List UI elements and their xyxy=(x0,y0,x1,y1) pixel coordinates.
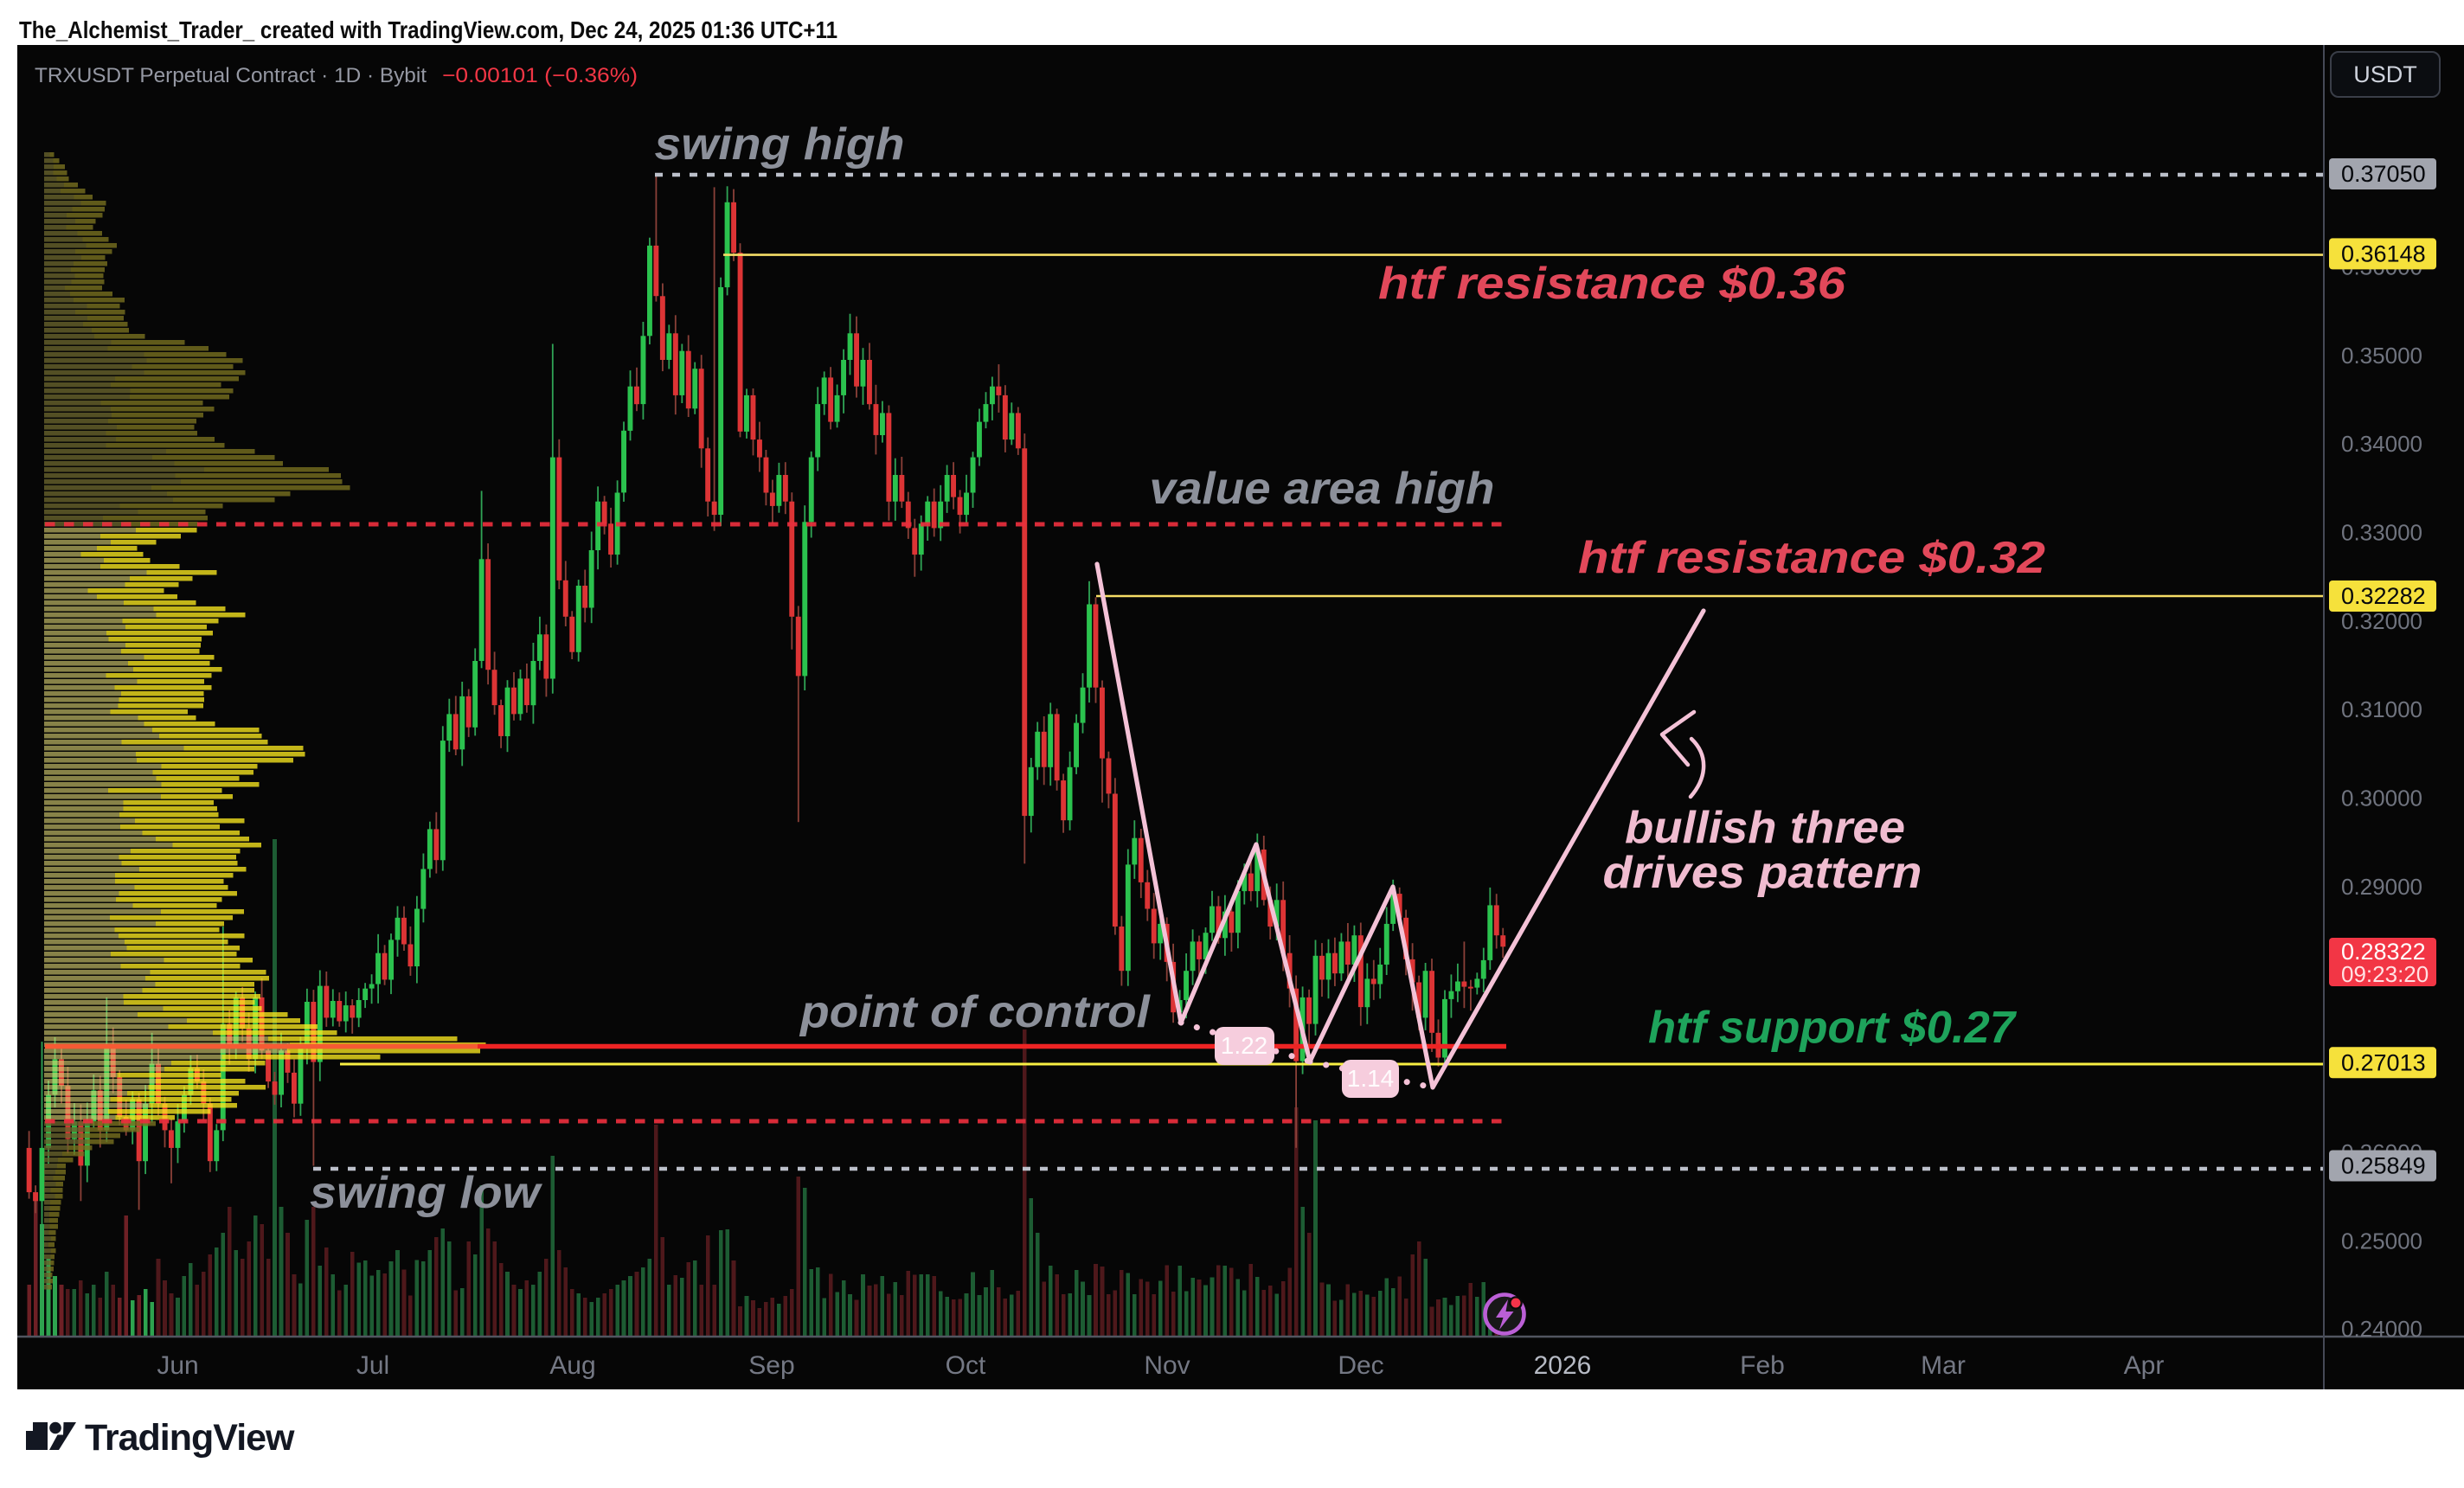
svg-text:point of control: point of control xyxy=(799,987,1152,1037)
svg-text:Nov: Nov xyxy=(1144,1351,1190,1380)
svg-text:0.30000: 0.30000 xyxy=(2341,786,2422,811)
svg-text:Oct: Oct xyxy=(946,1351,986,1380)
svg-text:0.28322: 0.28322 xyxy=(2341,939,2426,965)
svg-text:Dec: Dec xyxy=(1338,1351,1383,1380)
svg-text:0.32282: 0.32282 xyxy=(2341,583,2426,609)
svg-text:0.36148: 0.36148 xyxy=(2341,241,2426,266)
svg-text:1.22: 1.22 xyxy=(1221,1032,1268,1059)
svg-text:TradingView: TradingView xyxy=(85,1417,295,1459)
svg-text:0.33000: 0.33000 xyxy=(2341,520,2422,546)
svg-text:Mar: Mar xyxy=(1921,1351,1966,1380)
svg-text:0.31000: 0.31000 xyxy=(2341,696,2422,722)
svg-text:Sep: Sep xyxy=(748,1351,794,1380)
svg-text:drives pattern: drives pattern xyxy=(1603,848,1922,898)
svg-text:swing high: swing high xyxy=(655,119,905,170)
svg-text:value area high: value area high xyxy=(1150,464,1495,514)
svg-text:09:23:20: 09:23:20 xyxy=(2341,961,2429,987)
svg-text:0.35000: 0.35000 xyxy=(2341,343,2422,369)
svg-text:Jul: Jul xyxy=(356,1351,389,1380)
svg-text:USDT: USDT xyxy=(2353,61,2417,87)
svg-text:htf resistance $0.32: htf resistance $0.32 xyxy=(1578,533,2045,583)
svg-text:0.34000: 0.34000 xyxy=(2341,431,2422,457)
svg-text:0.29000: 0.29000 xyxy=(2341,874,2422,900)
svg-text:TRXUSDT Perpetual Contract · 1: TRXUSDT Perpetual Contract · 1D · Bybit xyxy=(35,64,427,87)
svg-text:htf support $0.27: htf support $0.27 xyxy=(1648,1003,2017,1053)
svg-text:bullish three: bullish three xyxy=(1625,803,1905,853)
svg-text:Jun: Jun xyxy=(157,1351,198,1380)
svg-text:Aug: Aug xyxy=(549,1351,595,1380)
svg-text:0.27013: 0.27013 xyxy=(2341,1049,2426,1075)
svg-text:1.14: 1.14 xyxy=(1347,1065,1395,1092)
svg-text:0.37050: 0.37050 xyxy=(2341,161,2426,187)
svg-text:swing low: swing low xyxy=(310,1168,543,1218)
svg-text:Apr: Apr xyxy=(2124,1351,2165,1380)
svg-text:Feb: Feb xyxy=(1740,1351,1785,1380)
svg-text:0.25849: 0.25849 xyxy=(2341,1153,2426,1179)
svg-text:0.32000: 0.32000 xyxy=(2341,608,2422,634)
svg-text:The_Alchemist_Trader_ created: The_Alchemist_Trader_ created with Tradi… xyxy=(19,16,837,43)
svg-text:0.25000: 0.25000 xyxy=(2341,1228,2422,1254)
svg-text:2026: 2026 xyxy=(1534,1351,1592,1380)
svg-text:htf resistance $0.36: htf resistance $0.36 xyxy=(1378,259,1846,309)
svg-text:0.24000: 0.24000 xyxy=(2341,1316,2422,1342)
svg-text:−0.00101 (−0.36%): −0.00101 (−0.36%) xyxy=(442,64,638,87)
